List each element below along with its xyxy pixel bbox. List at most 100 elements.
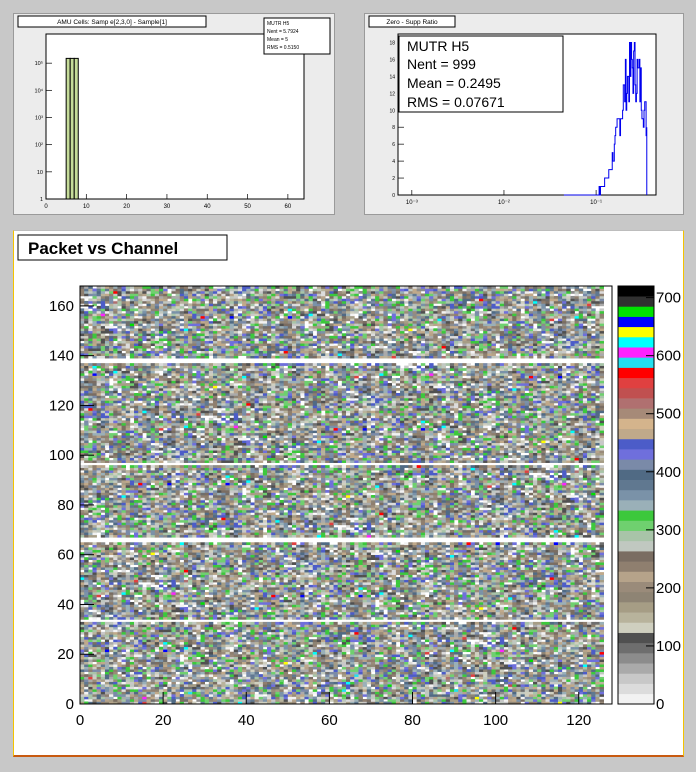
heatmap-cell <box>205 602 209 605</box>
heatmap-cell <box>388 689 392 692</box>
heatmap-cell <box>196 674 200 677</box>
heatmap-cell <box>246 687 250 690</box>
heatmap-cell <box>263 682 267 685</box>
heatmap-cell <box>97 679 101 682</box>
heatmap-cell <box>151 612 155 615</box>
heatmap-cell <box>508 629 512 632</box>
heatmap-cell <box>350 667 354 670</box>
heatmap-cell <box>263 664 267 667</box>
heatmap-cell <box>600 699 604 702</box>
heatmap-cell <box>537 624 541 627</box>
heatmap-cell <box>101 600 105 603</box>
heatmap-cell <box>483 652 487 655</box>
heatmap-cell <box>350 622 354 625</box>
heatmap-cell <box>126 657 130 660</box>
heatmap-cell <box>259 677 263 680</box>
heatmap-cell <box>184 682 188 685</box>
heatmap-cell <box>383 687 387 690</box>
heatmap-cell <box>583 652 587 655</box>
heatmap-cell <box>138 689 142 692</box>
heatmap-cell <box>126 639 130 642</box>
heatmap-cell <box>230 694 234 697</box>
heatmap-cell <box>92 684 96 687</box>
heatmap-cell <box>595 694 599 697</box>
heatmap-cell <box>205 652 209 655</box>
heatmap-cell <box>504 649 508 652</box>
heatmap-cell <box>417 627 421 630</box>
heatmap-cell <box>250 629 254 632</box>
heatmap-cell <box>117 649 121 652</box>
heatmap-cell <box>504 612 508 615</box>
heatmap-cell <box>537 682 541 685</box>
heatmap-cell <box>408 634 412 637</box>
heatmap-cell <box>367 609 371 612</box>
heatmap-cell <box>275 654 279 657</box>
heatmap-cell <box>595 692 599 695</box>
heatmap-cell <box>583 632 587 635</box>
heatmap-cell <box>255 622 259 625</box>
heatmap-cell <box>321 687 325 690</box>
heatmap-cell <box>591 604 595 607</box>
heatmap-cell <box>471 627 475 630</box>
heatmap-cell <box>184 637 188 640</box>
heatmap-cell <box>433 639 437 642</box>
heatmap-cell <box>263 622 267 625</box>
heatmap-cell <box>454 609 458 612</box>
heatmap-cell <box>255 664 259 667</box>
heatmap-cell <box>371 649 375 652</box>
heatmap-cell <box>529 612 533 615</box>
heatmap-cell <box>292 617 296 620</box>
heatmap-cell <box>259 679 263 682</box>
amu-bar <box>74 58 78 199</box>
heatmap-cell <box>421 677 425 680</box>
heatmap-cell <box>458 627 462 630</box>
heatmap-cell <box>221 674 225 677</box>
heatmap-cell <box>433 624 437 627</box>
heatmap-cell <box>446 679 450 682</box>
heatmap-cell <box>213 667 217 670</box>
heatmap-cell <box>259 622 263 625</box>
heatmap-cell <box>579 667 583 670</box>
heatmap-cell <box>467 614 471 617</box>
heatmap-cell <box>167 637 171 640</box>
heatmap-cell <box>309 600 313 603</box>
heatmap-cell <box>180 682 184 685</box>
heatmap-cell <box>238 632 242 635</box>
heatmap-cell <box>354 682 358 685</box>
heatmap-cell <box>450 659 454 662</box>
heatmap-cell <box>363 624 367 627</box>
heatmap-cell <box>363 662 367 665</box>
heatmap-cell <box>159 652 163 655</box>
heatmap-cell <box>242 682 246 685</box>
heatmap-cell <box>600 607 604 610</box>
heatmap-cell <box>138 627 142 630</box>
heatmap-cell <box>184 609 188 612</box>
heatmap-cell <box>562 644 566 647</box>
heatmap-cell <box>280 654 284 657</box>
heatmap-cell <box>271 662 275 665</box>
heatmap-cell <box>396 682 400 685</box>
heatmap-cell <box>346 694 350 697</box>
heatmap-cell <box>288 600 292 603</box>
heatmap-cell <box>483 609 487 612</box>
heatmap-cell <box>429 672 433 675</box>
heatmap-cell <box>105 622 109 625</box>
heatmap-cell <box>516 609 520 612</box>
heatmap-cell <box>546 639 550 642</box>
heatmap-cell <box>159 637 163 640</box>
heatmap-cell <box>155 602 159 605</box>
heatmap-cell <box>479 629 483 632</box>
heatmap-cell <box>338 682 342 685</box>
heatmap-cell <box>134 634 138 637</box>
heatmap-cell <box>404 617 408 620</box>
heatmap-cell <box>388 602 392 605</box>
heatmap-cell <box>84 684 88 687</box>
heatmap-cell <box>550 692 554 695</box>
heatmap-cell <box>558 689 562 692</box>
heatmap-cell <box>446 669 450 672</box>
heatmap-cell <box>566 687 570 690</box>
heatmap-cell <box>238 667 242 670</box>
heatmap-cell <box>487 614 491 617</box>
heatmap-cell <box>358 694 362 697</box>
heatmap-cell <box>105 642 109 645</box>
